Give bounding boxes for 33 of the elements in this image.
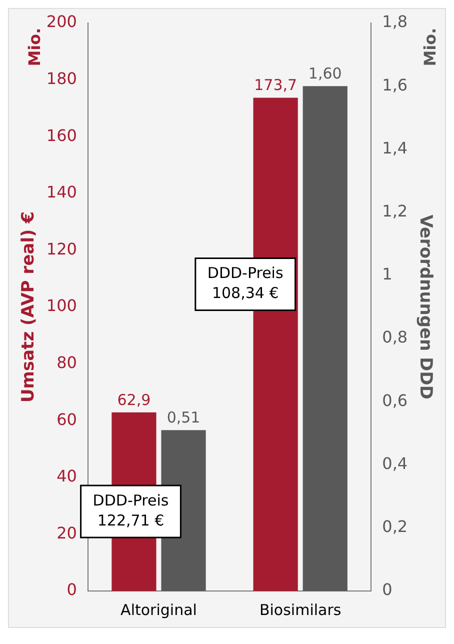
data-label: 1,60 bbox=[308, 64, 342, 82]
y-axis-title: Umsatz (AVP real) € bbox=[18, 211, 39, 403]
data-label: 173,7 bbox=[254, 76, 298, 94]
y-tick-label: 80 bbox=[56, 352, 77, 372]
y2-tick-label: 0 bbox=[382, 580, 392, 600]
y-tick-label: 200 bbox=[46, 12, 77, 32]
data-label: 62,9 bbox=[117, 390, 151, 409]
y-tick-label: 60 bbox=[56, 410, 77, 429]
y2-tick-label: 0,2 bbox=[382, 517, 408, 536]
y-tick-label: 160 bbox=[46, 126, 77, 145]
y2-tick-label: 1 bbox=[382, 264, 392, 284]
y2-tick-label: 1,8 bbox=[382, 12, 408, 32]
annotation: DDD-Preis 108,34 € bbox=[207, 264, 284, 302]
y2-tick-label: 1,2 bbox=[382, 201, 408, 220]
y-tick-label: 140 bbox=[46, 182, 77, 202]
y-tick-label: 180 bbox=[46, 68, 77, 88]
y-tick-label: 120 bbox=[46, 239, 77, 258]
y2-tick-label: 0,6 bbox=[382, 390, 408, 410]
y-tick-label: 0 bbox=[66, 580, 77, 600]
y2-tick-label: 0,4 bbox=[382, 454, 408, 473]
x-tick-label: Biosimilars bbox=[259, 600, 342, 619]
y-tick-label: 40 bbox=[56, 466, 77, 486]
data-label: 0,51 bbox=[166, 408, 200, 426]
y2-tick-label: 0,8 bbox=[382, 328, 408, 347]
y2-tick-label: 1,6 bbox=[382, 75, 408, 94]
y-tick-label: 100 bbox=[46, 296, 77, 316]
y2-axis-title: Verordnungen DDD bbox=[415, 214, 436, 400]
y-tick-label: 20 bbox=[56, 523, 77, 542]
text: Mio. bbox=[25, 28, 44, 66]
text: Mio. bbox=[420, 28, 440, 66]
annotation: DDD-Preis 122,71 € bbox=[92, 491, 169, 530]
y2-tick-label: 1,4 bbox=[382, 138, 408, 158]
x-tick-label: Altoriginal bbox=[120, 600, 197, 619]
